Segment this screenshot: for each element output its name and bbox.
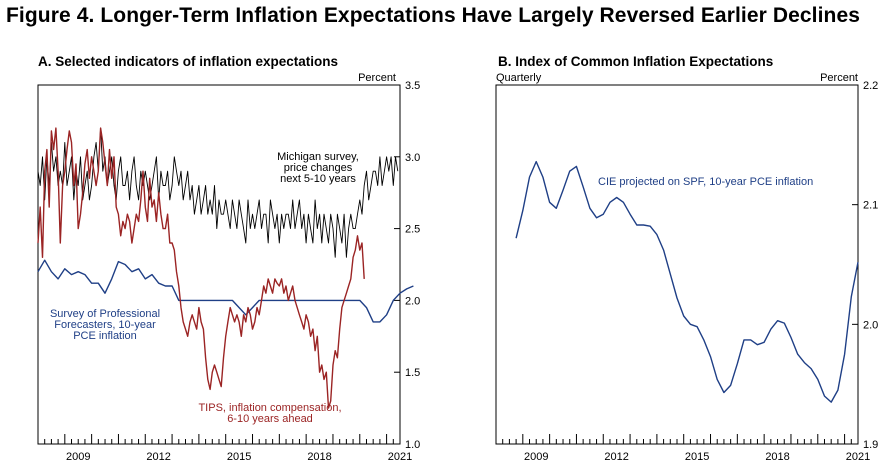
x-tick-label: 2018 (307, 451, 331, 463)
panel-a-y-axis: 1.0 1.5 2.0 2.5 3.0 3.5 (394, 80, 420, 451)
figure-title: Figure 4. Longer-Term Inflation Expectat… (6, 4, 861, 27)
series-label-cie-projected-on-spf-10-year-pce-inflati: CIE projected on SPF, 10-year PCE inflat… (598, 176, 813, 188)
y-tick-label: 1.5 (405, 367, 420, 379)
x-tick-label: 2015 (685, 451, 709, 463)
series-line-cie-projected-on-spf-10-year-pce-inflati (515, 160, 859, 403)
series-label-tips-inflation-compensation-6-10-years-a: TIPS, inflation compensation, 6-10 years … (198, 402, 341, 425)
series-line-survey-of-professional-forecasters-10-ye (37, 259, 414, 323)
panel-a-series-labels: Michigan survey, price changes next 5-10 y… (50, 151, 359, 425)
y-tick-label: 1.9 (863, 439, 878, 451)
x-tick-label: 2015 (227, 451, 251, 463)
y-tick-label: 2.0 (863, 319, 878, 331)
panel-b-series-labels: CIE projected on SPF, 10-year PCE inflat… (598, 176, 813, 188)
y-tick-label: 2.1 (863, 200, 878, 212)
x-tick-label: 2021 (846, 451, 870, 463)
panel-a-series (37, 127, 414, 409)
panel-b-frequency: Quarterly (496, 72, 542, 84)
series-label-michigan-survey-price-changes-next-5-10-: Michigan survey, price changes next 5-10 y… (277, 151, 359, 185)
x-tick-label: 2012 (604, 451, 628, 463)
x-tick-label: 2021 (388, 451, 412, 463)
y-tick-label: 2.0 (405, 295, 420, 307)
x-tick-label: 2012 (146, 451, 170, 463)
y-tick-label: 1.0 (405, 439, 420, 451)
panel-a-x-axis: 2009 2012 2015 2018 2021 (37, 434, 412, 463)
x-tick-label: 2009 (524, 451, 548, 463)
panel-b-x-axis: 2009 2012 2015 2018 2021 (495, 434, 870, 463)
series-label-survey-of-professional-forecasters-10-ye: Survey of Professional Forecasters, 10-ye… (50, 308, 160, 342)
series-line-michigan-survey-price-changes-next-5-10- (37, 127, 399, 258)
panel-a-frame (37, 84, 401, 445)
panel-b-units: Percent (820, 72, 858, 84)
panel-b-series (515, 160, 859, 403)
panel-b-title: B. Index of Common Inflation Expectation… (498, 54, 773, 69)
x-tick-label: 2009 (66, 451, 90, 463)
y-tick-label: 2.2 (863, 80, 878, 92)
panel-b-frame (495, 84, 859, 445)
x-tick-label: 2018 (765, 451, 789, 463)
y-tick-label: 3.5 (405, 80, 420, 92)
panel-a-units: Percent (358, 72, 396, 84)
panel-b-y-axis: 1.9 2.0 2.1 2.2 (852, 80, 878, 451)
y-tick-label: 2.5 (405, 224, 420, 236)
series-line-tips-inflation-compensation-6-10-years-a (37, 127, 365, 409)
y-tick-label: 3.0 (405, 152, 420, 164)
panel-a-title: A. Selected indicators of inflation expe… (38, 54, 338, 69)
